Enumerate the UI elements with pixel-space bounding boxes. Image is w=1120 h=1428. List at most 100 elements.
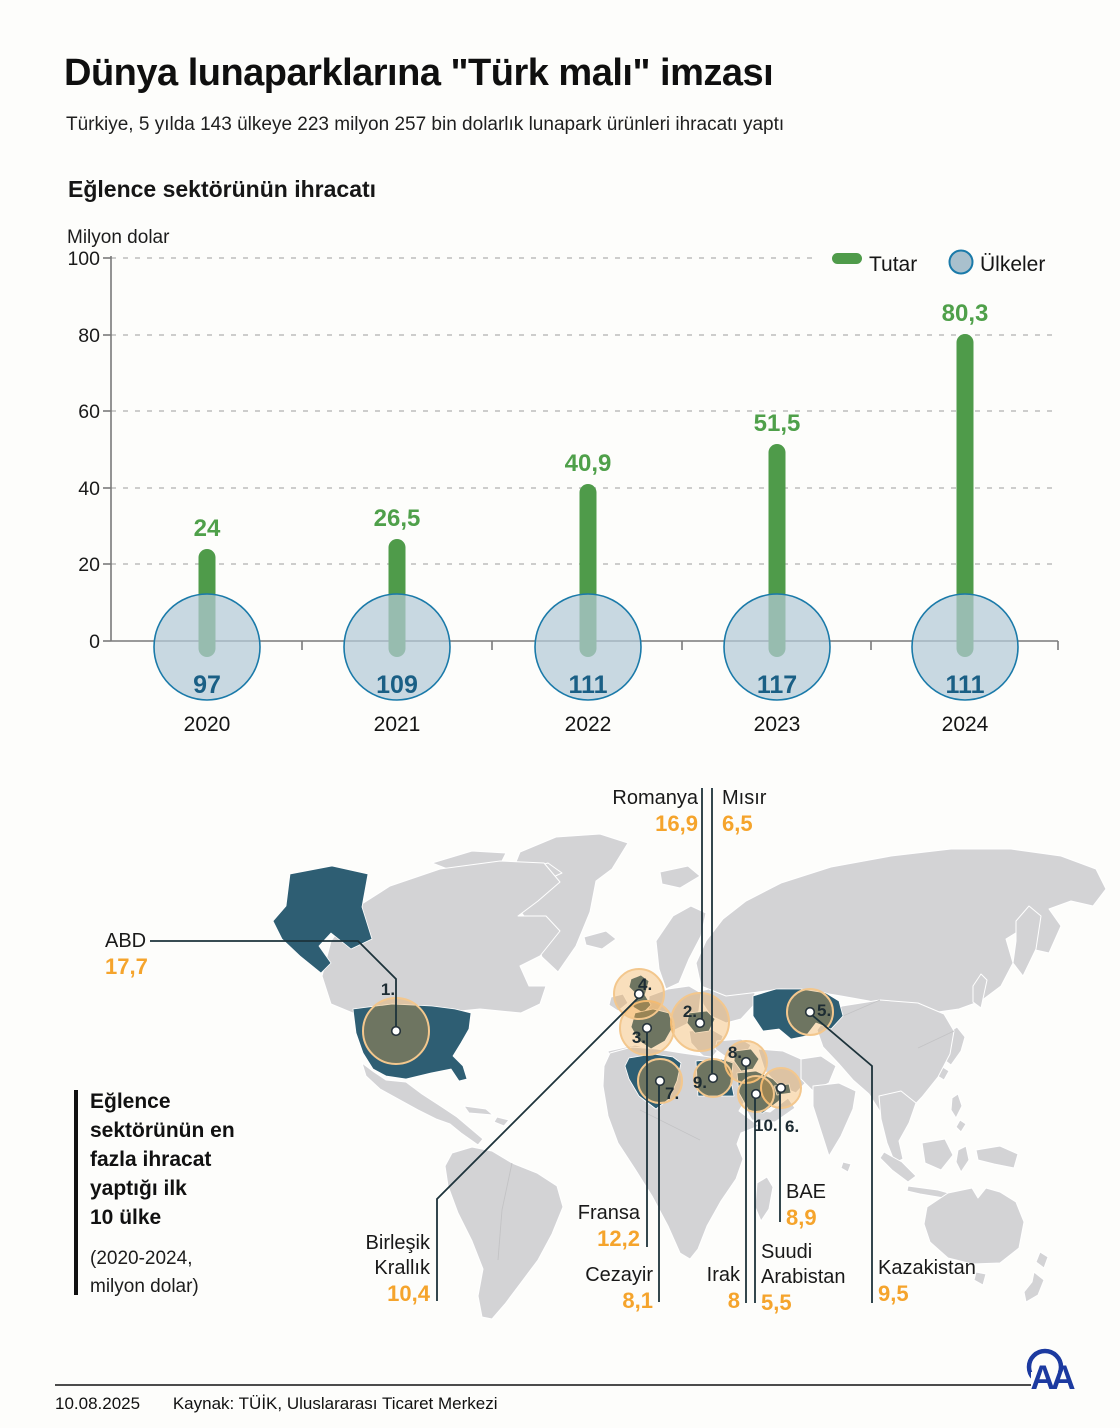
- map-label-bae: BAE 8,9: [786, 1180, 826, 1230]
- bar-value-label: 51,5: [754, 410, 801, 437]
- y-tick: 60: [78, 401, 100, 423]
- leader-kazakhstan: [811, 1014, 873, 1303]
- map-center-dots: [390, 988, 816, 1100]
- map-label-kazakistan: Kazakistan 9,5: [878, 1256, 976, 1306]
- panel-note-line: milyon dolar): [90, 1276, 199, 1297]
- bar-value-label: 24: [194, 515, 221, 542]
- bar-2024: [956, 334, 974, 657]
- rank-label-10: 10.: [754, 1116, 778, 1135]
- rank-label-4: 4.: [638, 975, 652, 994]
- footer: 10.08.2025 Kaynak: TÜİK, Uluslararası Ti…: [55, 1394, 498, 1414]
- countries-bubble-2024: [911, 593, 1019, 701]
- rank-label-8: 8.: [728, 1043, 742, 1062]
- x-tick-year: 2022: [565, 713, 612, 736]
- country-name: Cezayir: [585, 1264, 653, 1286]
- leader-usa: [150, 940, 397, 1026]
- country-usa-alaska: [272, 865, 373, 974]
- country-name: Romanya: [612, 787, 698, 809]
- y-tick: 100: [67, 248, 100, 270]
- page-subtitle: Türkiye, 5 yılda 143 ülkeye 223 milyon 2…: [66, 114, 785, 135]
- country-value: 8,1: [622, 1288, 653, 1313]
- map-label-misir: Mısır 6,5: [722, 786, 766, 836]
- map-landmasses: [321, 833, 1107, 1320]
- map-label-cezayir: Cezayir 8,1: [540, 1263, 653, 1313]
- bubble-value-label: 109: [376, 671, 418, 699]
- logo-text: AA: [1030, 1359, 1075, 1397]
- y-axis-unit-label: Milyon dolar: [67, 227, 170, 248]
- country-algeria: [624, 1053, 682, 1110]
- country-name: Kazakistan: [878, 1257, 976, 1279]
- footer-divider: [55, 1384, 1065, 1386]
- map-highlighted-countries: [272, 865, 844, 1114]
- x-tick-year: 2024: [942, 713, 989, 736]
- x-tick-year: 2021: [374, 713, 421, 736]
- chart-year-group-2022: 40,9 111 2022: [534, 450, 642, 736]
- country-name: Suudi: [761, 1241, 813, 1263]
- chart-year-group-2021: 26,5 109 2021: [343, 505, 451, 736]
- y-tick-labels: 100 80 60 40 20 0: [67, 248, 100, 653]
- x-tick-year: 2020: [184, 713, 231, 736]
- legend-amount-label: Tutar: [869, 253, 917, 276]
- map-rank-labels: 1. 2. 3. 4. 5. 6. 7. 8. 9. 10.: [381, 975, 831, 1136]
- bubble-value-label: 97: [193, 671, 221, 699]
- country-name: ABD: [105, 930, 147, 952]
- panel-line: Eğlence: [90, 1090, 171, 1113]
- bar-value-label: 80,3: [942, 300, 989, 327]
- y-tick: 40: [78, 478, 100, 500]
- chart-legend: Tutar Ülkeler: [832, 249, 1045, 276]
- map-leader-lines: [150, 788, 873, 1303]
- bubble-value-label: 117: [757, 671, 797, 699]
- country-name: Birleşik: [365, 1232, 430, 1254]
- rank-label-9: 9.: [693, 1073, 707, 1092]
- country-name: Arabistan: [761, 1266, 846, 1288]
- leader-uk: [436, 996, 640, 1301]
- rank-label-3: 3.: [632, 1028, 646, 1047]
- country-value: 8: [727, 1288, 740, 1313]
- map-label-birlesik-krallik: Birleşik Krallık 10,4: [330, 1231, 430, 1306]
- map-label-suudi-arabistan: Suudi Arabistan 5,5: [761, 1240, 846, 1315]
- bar-value-label: 26,5: [374, 505, 421, 532]
- country-name: Krallık: [374, 1257, 430, 1279]
- map-label-abd: ABD 17,7: [105, 929, 148, 979]
- legend-amount-swatch: [832, 253, 862, 264]
- panel-accent-bar: [74, 1090, 78, 1295]
- chart-year-group-2020: 24 97 2020: [153, 515, 261, 736]
- map-label-fransa: Fransa 12,2: [520, 1201, 640, 1251]
- legend-countries-label: Ülkeler: [980, 253, 1045, 276]
- countries-bubble-2022: [534, 593, 642, 701]
- world-map: 1. 2. 3. 4. 5. 6. 7. 8. 9. 10.: [150, 788, 1107, 1320]
- country-value: 17,7: [105, 954, 148, 979]
- countries-bubble-2020: [153, 593, 261, 701]
- country-value: 9,5: [878, 1281, 909, 1306]
- map-label-romanya: Romanya 16,9: [560, 786, 698, 836]
- panel-line: 10 ülke: [90, 1206, 162, 1229]
- bubble-value-label: 111: [946, 671, 985, 699]
- y-tick: 0: [89, 631, 100, 653]
- legend-countries-swatch: [948, 249, 974, 275]
- panel-line: fazla ihracat: [90, 1148, 212, 1171]
- bar-value-label: 40,9: [565, 450, 612, 477]
- rank-label-7: 7.: [665, 1084, 679, 1103]
- map-label-irak: Irak 8: [660, 1263, 740, 1313]
- bubble-value-label: 111: [569, 671, 608, 699]
- x-tick-year: 2023: [754, 713, 801, 736]
- logo-mask: [1031, 1372, 1075, 1394]
- panel-line: yaptığı ilk: [90, 1177, 187, 1200]
- country-value: 16,9: [655, 811, 698, 836]
- countries-bubble-2023: [723, 593, 831, 701]
- page-title: Dünya lunaparklarına "Türk malı" imzası: [64, 52, 774, 94]
- country-value: 6,5: [722, 811, 753, 836]
- country-name: Mısır: [722, 787, 767, 809]
- country-name: Irak: [706, 1264, 740, 1286]
- country-value: 12,2: [597, 1226, 640, 1251]
- panel-note-line: (2020-2024,: [90, 1248, 193, 1269]
- map-description-panel: Eğlence sektörünün en fazla ihracat yapt…: [90, 1087, 270, 1301]
- country-name: BAE: [786, 1181, 827, 1203]
- panel-line: sektörünün en: [90, 1119, 235, 1142]
- rank-label-5: 5.: [817, 1001, 831, 1020]
- gridlines: [111, 257, 1058, 565]
- footer-date: 10.08.2025: [55, 1394, 141, 1413]
- countries-bubble-2021: [343, 593, 451, 701]
- export-lollipop-chart: Milyon dolar 100 80 60 40 20 0: [67, 227, 1059, 736]
